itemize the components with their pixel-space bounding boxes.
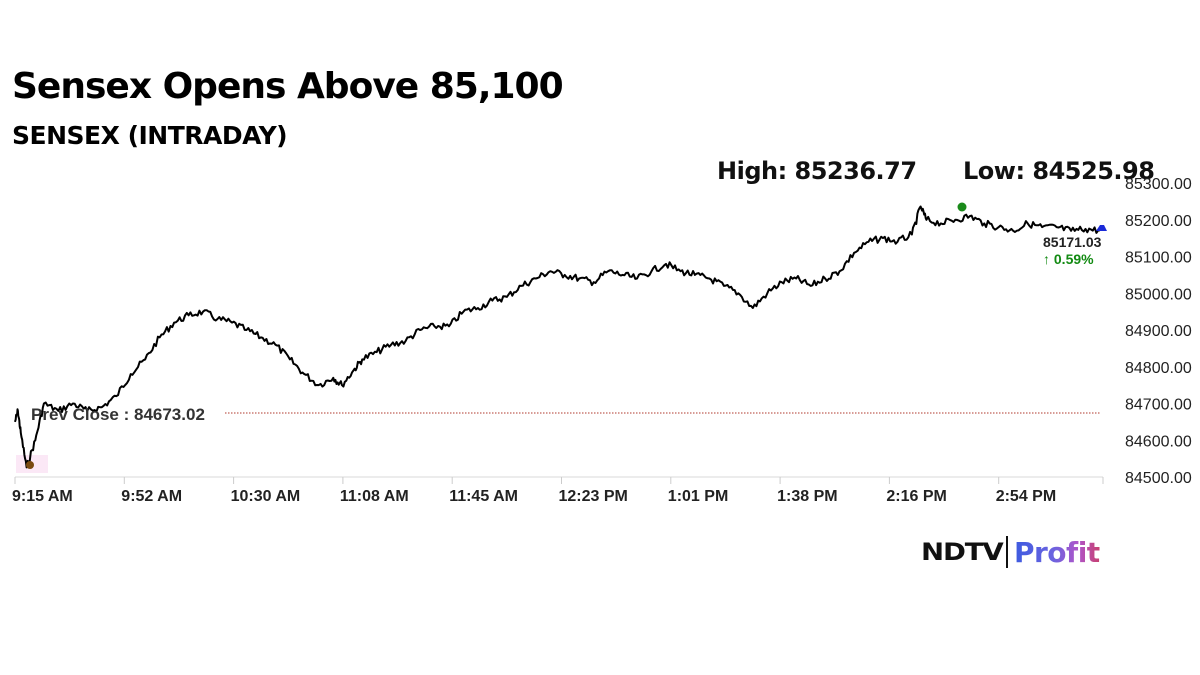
x-tick-label: 12:23 PM (559, 488, 628, 505)
y-tick-label: 85000.00 (1125, 286, 1192, 303)
x-tick-label: 10:30 AM (231, 488, 301, 505)
y-tick-label: 85200.00 (1125, 213, 1192, 230)
y-tick-label: 84900.00 (1125, 323, 1192, 340)
y-axis-ticks: 85300.00 85200.00 85100.00 85000.00 84900.00… (1125, 176, 1192, 487)
last-value: 85171.03 (1043, 234, 1102, 250)
x-tick-label: 2:16 PM (886, 488, 946, 505)
x-tick-label: 9:52 AM (121, 488, 182, 505)
price-line (14, 205, 1100, 469)
x-tick-label: 11:08 AM (340, 488, 409, 505)
last-marker (1096, 225, 1107, 231)
logo-separator (1005, 536, 1008, 568)
ndtv-profit-logo: NDTV Profit (921, 534, 1100, 570)
low-marker (26, 461, 34, 469)
high-marker (957, 202, 967, 212)
x-tick-label: 11:45 AM (449, 488, 518, 505)
y-tick-label: 85300.00 (1125, 176, 1192, 193)
x-tick-label: 1:01 PM (668, 488, 728, 505)
prev-close-label: Prev Close : 84673.02 (31, 405, 205, 424)
chart-subtitle: SENSEX (INTRADAY) (12, 121, 288, 150)
y-tick-label: 84500.00 (1125, 470, 1192, 487)
high-stat: High: 85236.77 (717, 157, 917, 185)
chart-title: Sensex Opens Above 85,100 (12, 66, 564, 107)
y-tick-label: 85100.00 (1125, 250, 1192, 267)
logo-brand: NDTV (921, 538, 1004, 566)
x-axis-ticks: 9:15 AM 9:52 AM 10:30 AM 11:08 AM 11:45 AM 12… (12, 477, 1104, 505)
y-tick-label: 84800.00 (1125, 360, 1192, 377)
x-tick-label: 1:38 PM (777, 488, 837, 505)
y-tick-label: 84700.00 (1125, 397, 1192, 414)
y-tick-label: 84600.00 (1125, 433, 1192, 450)
x-tick-label: 9:15 AM (12, 488, 73, 505)
x-tick-label: 2:54 PM (996, 488, 1056, 505)
last-change: ↑ 0.59% (1043, 251, 1094, 267)
logo-product: Profit (1013, 535, 1100, 569)
low-stat: Low: 84525.98 (963, 157, 1155, 185)
